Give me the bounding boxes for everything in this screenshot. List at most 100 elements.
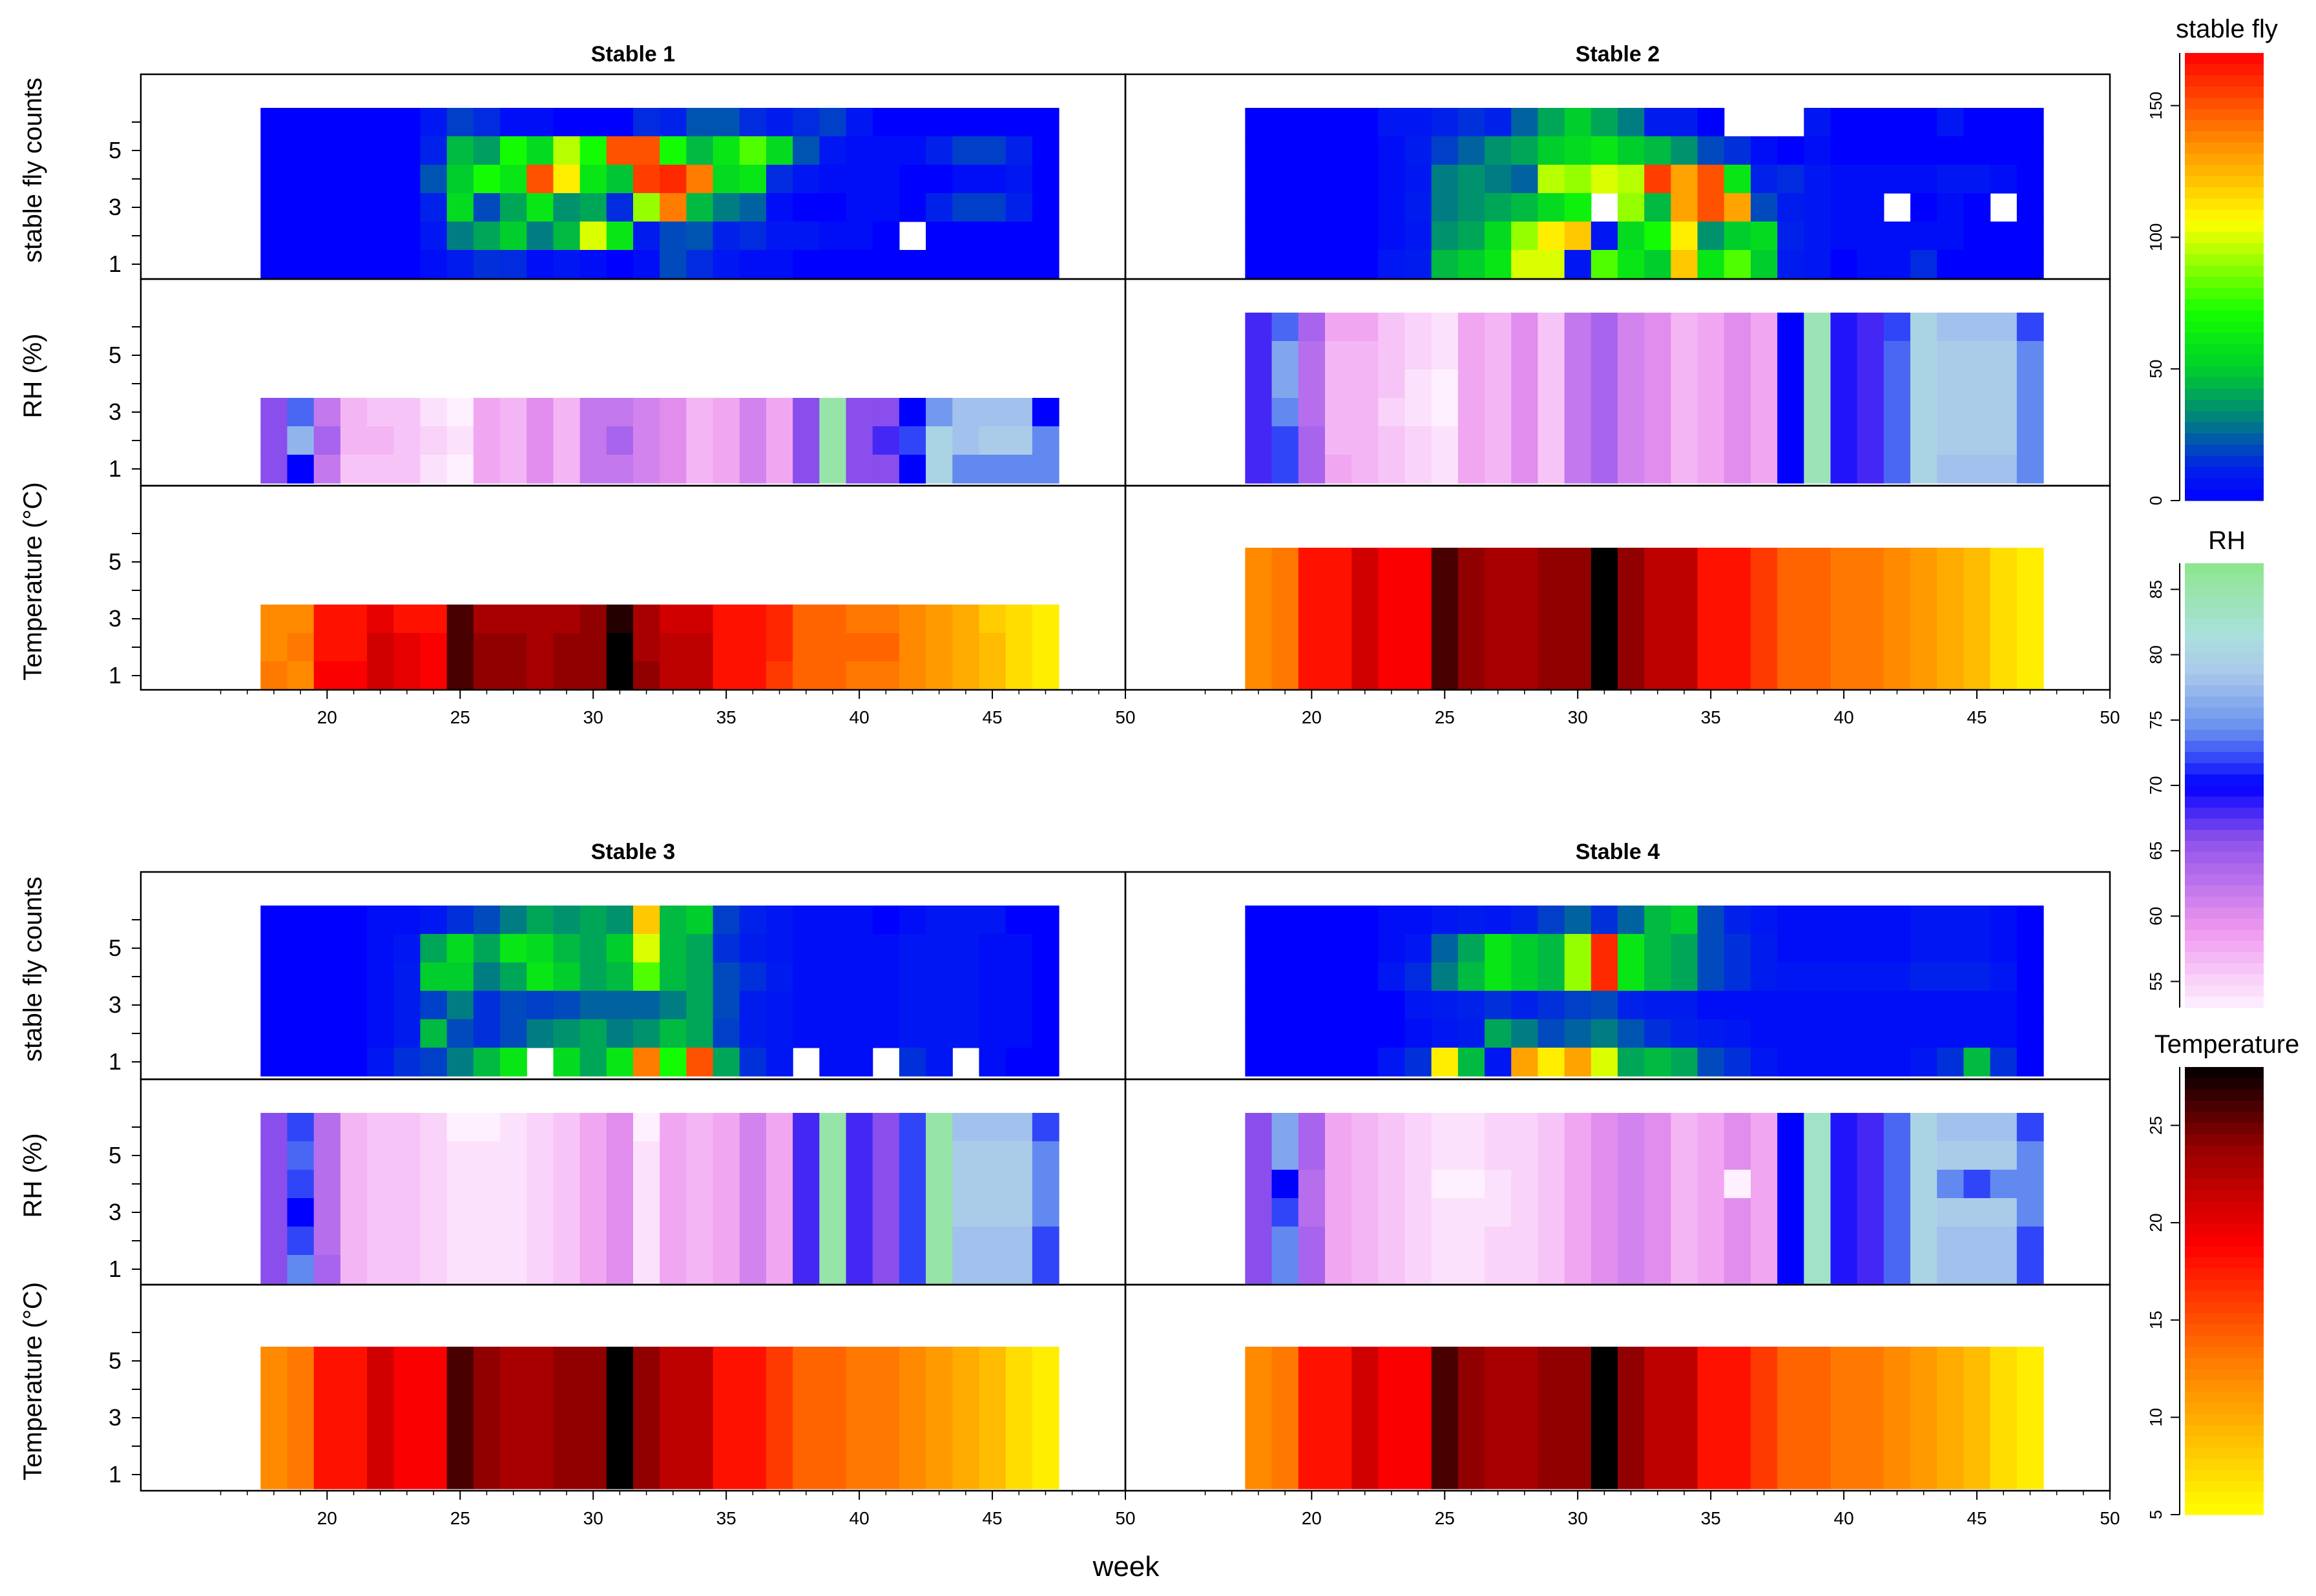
- heatmap-cell: [1697, 633, 1725, 662]
- heatmap-cell: [527, 934, 554, 963]
- heatmap-cell: [606, 1113, 634, 1142]
- heatmap-cell: [1351, 426, 1379, 455]
- heatmap-cell: [1804, 426, 1831, 455]
- heatmap-cell: [1298, 1113, 1326, 1142]
- heatmap-cell: [713, 991, 740, 1020]
- heatmap-cell: [340, 426, 368, 455]
- heatmap-cell: [367, 1198, 394, 1227]
- heatmap-cell: [446, 633, 474, 662]
- heatmap-cell: [1857, 398, 1884, 427]
- heatmap-cell: [1298, 222, 1326, 251]
- heatmap-cell: [1937, 136, 1965, 165]
- heatmap-cell: [1298, 576, 1326, 605]
- heatmap-cell: [979, 1141, 1007, 1170]
- heatmap-cell: [1351, 661, 1379, 690]
- heatmap-cell: [340, 250, 368, 279]
- heatmap-cell: [1324, 661, 1352, 690]
- heatmap-cell: [2016, 341, 2044, 370]
- heatmap-cell: [979, 193, 1007, 222]
- heatmap-cell: [1963, 962, 1991, 991]
- heatmap-cell: [766, 250, 793, 279]
- heatmap-cell: [766, 426, 793, 455]
- heatmap-cell: [393, 1170, 421, 1199]
- heatmap-cell: [1324, 1141, 1352, 1170]
- heatmap-cell: [793, 962, 820, 991]
- heatmap-cell: [420, 1460, 448, 1489]
- heatmap-cell: [527, 1255, 554, 1284]
- heatmap-cell: [793, 633, 820, 662]
- heatmap-cell: [766, 193, 793, 222]
- heatmap-cell: [1351, 991, 1379, 1020]
- heatmap-cell: [1564, 1404, 1592, 1433]
- heatmap-cell: [1005, 136, 1033, 165]
- heatmap-cell: [1378, 661, 1406, 690]
- heatmap-cell: [1591, 906, 1618, 935]
- heatmap-cell: [1857, 576, 1884, 605]
- heatmap-cell: [1032, 1198, 1059, 1227]
- heatmap-cell: [579, 1141, 607, 1170]
- heatmap-cell: [1883, 661, 1911, 690]
- heatmap-cell: [1857, 1113, 1884, 1142]
- heatmap-cell: [473, 1255, 501, 1284]
- heatmap-cell: [819, 136, 847, 165]
- heatmap-cell: [367, 193, 394, 222]
- heatmap-cell: [1032, 633, 1059, 662]
- heatmap-cell: [952, 605, 980, 634]
- heatmap-cell: [393, 1019, 421, 1048]
- heatmap-cell: [899, 661, 926, 690]
- x-tick-label: 45: [982, 1508, 1002, 1528]
- heatmap-cell: [420, 455, 448, 484]
- heatmap-cell: [1644, 313, 1671, 342]
- heatmap-cell: [1618, 426, 1645, 455]
- heatmap-cell: [553, 136, 581, 165]
- heatmap-cell: [340, 136, 368, 165]
- legend-swatch: [2185, 940, 2264, 953]
- heatmap-cell: [1457, 426, 1485, 455]
- heatmap-cell: [1937, 1198, 1965, 1227]
- heatmap-cell: [2016, 250, 2044, 279]
- heatmap-cell: [393, 193, 421, 222]
- heatmap-cell: [2016, 1347, 2044, 1376]
- heatmap-cell: [1724, 426, 1751, 455]
- heatmap-cell: [2016, 1255, 2044, 1284]
- heatmap-cell: [1005, 455, 1033, 484]
- heatmap-cell: [420, 1019, 448, 1048]
- heatmap-cell: [1724, 1170, 1751, 1199]
- heatmap-cell: [899, 1432, 926, 1461]
- heatmap-cell: [1404, 934, 1432, 963]
- heatmap-cell: [872, 1375, 900, 1404]
- heatmap-cell: [1538, 1019, 1565, 1048]
- heatmap-cell: [1032, 193, 1059, 222]
- heatmap-cell: [1351, 1019, 1379, 1048]
- heatmap-cell: [952, 193, 980, 222]
- heatmap-cell: [899, 605, 926, 634]
- heatmap-cell: [1910, 1198, 1937, 1227]
- legend-swatch: [2185, 1369, 2264, 1381]
- heatmap-cell: [1298, 906, 1326, 935]
- heatmap-cell: [1245, 398, 1273, 427]
- heatmap-cell: [1697, 934, 1725, 963]
- heatmap-cell: [1404, 1432, 1432, 1461]
- heatmap-cell: [1351, 1113, 1379, 1142]
- heatmap-cell: [367, 934, 394, 963]
- heatmap-cell: [1404, 341, 1432, 370]
- heatmap-cell: [1005, 1347, 1033, 1376]
- heatmap-cell: [713, 1113, 740, 1142]
- heatmap-cell: [1457, 313, 1485, 342]
- heatmap-cell: [633, 906, 660, 935]
- heatmap-cell: [1671, 1141, 1698, 1170]
- heatmap-cell: [313, 455, 341, 484]
- heatmap-cell: [633, 605, 660, 634]
- heatmap-cell: [1538, 906, 1565, 935]
- heatmap-cell: [1298, 341, 1326, 370]
- heatmap-cell: [527, 1141, 554, 1170]
- x-tick-label: 30: [583, 707, 603, 727]
- heatmap-cell: [1457, 136, 1485, 165]
- heatmap-cell: [660, 906, 687, 935]
- heatmap-cell: [1697, 661, 1725, 690]
- heatmap-cell: [1431, 136, 1459, 165]
- heatmap-cell: [1671, 398, 1698, 427]
- heatmap-cell: [1857, 1048, 1884, 1077]
- heatmap-cell: [1883, 1347, 1911, 1376]
- x-tick-label: 45: [1967, 1508, 1987, 1528]
